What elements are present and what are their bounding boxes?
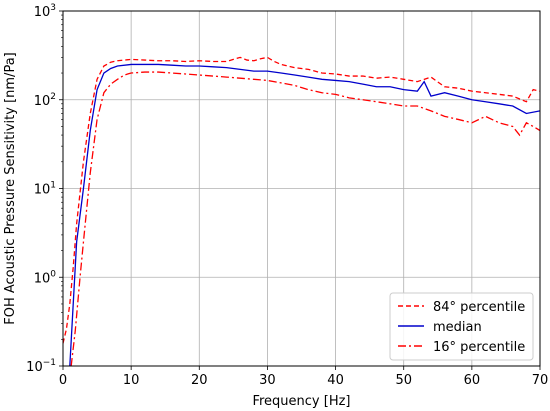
x-tick-label: 60 (464, 373, 481, 388)
legend-label: 84° percentile (433, 300, 525, 315)
y-tick-label: 101 (34, 181, 56, 198)
x-tick-label: 10 (123, 373, 140, 388)
x-tick-label: 30 (259, 373, 276, 388)
x-tick-label: 40 (327, 373, 344, 388)
legend-label: 16° percentile (433, 340, 525, 355)
legend-box (389, 292, 534, 361)
legend-label: median (433, 320, 482, 335)
series-line-1 (69, 63, 540, 366)
y-tick-label: 103 (34, 3, 56, 20)
series-line-0 (63, 56, 540, 344)
x-tick-label: 0 (59, 373, 67, 388)
y-tick-label: 102 (34, 92, 56, 109)
series-line-2 (70, 71, 540, 366)
ticks: 0 10 20 30 40 50 60 70 10−1 100 101 102 103 (26, 3, 548, 388)
y-axis-label: FOH Acoustic Pressure Sensitivity [nm/Pa… (3, 52, 18, 325)
y-tick-label: 10−1 (26, 358, 56, 375)
x-tick-label: 50 (395, 373, 412, 388)
x-tick-label: 20 (191, 373, 208, 388)
x-tick-label: 70 (532, 373, 549, 388)
legend: 84° percentile median 16° percentile (389, 292, 534, 361)
y-tick-label: 100 (34, 269, 57, 286)
x-axis-label: Frequency [Hz] (252, 394, 350, 409)
series-layer (63, 56, 540, 366)
